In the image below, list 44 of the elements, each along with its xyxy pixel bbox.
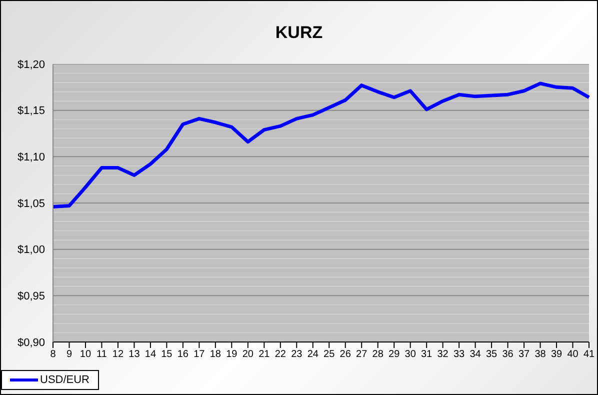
y-tick-label: $1,20 bbox=[17, 58, 45, 71]
y-tick-label: $1,10 bbox=[17, 152, 45, 164]
x-tick-label: 21 bbox=[258, 349, 270, 360]
x-tick-label: 20 bbox=[242, 349, 254, 360]
x-tick-label: 8 bbox=[50, 349, 56, 360]
x-tick-label: 27 bbox=[356, 349, 368, 360]
x-tick-label: 24 bbox=[307, 349, 319, 360]
x-tick-label: 37 bbox=[518, 349, 530, 360]
x-tick-label: 31 bbox=[421, 349, 433, 360]
x-tick-label: 25 bbox=[324, 349, 336, 360]
x-tick-label: 22 bbox=[274, 349, 286, 360]
x-tick-label: 34 bbox=[470, 349, 482, 360]
x-tick-label: 39 bbox=[550, 349, 563, 360]
x-tick-label: 16 bbox=[177, 349, 189, 360]
y-tick-label: $1,05 bbox=[17, 198, 45, 210]
x-tick-label: 40 bbox=[567, 349, 579, 360]
y-tick-label: $1,15 bbox=[17, 105, 45, 118]
x-tick-label: 23 bbox=[291, 349, 303, 360]
legend-label: USD/EUR bbox=[40, 374, 90, 386]
x-tick-label: 26 bbox=[340, 349, 352, 360]
y-tick-label: $1,00 bbox=[17, 244, 45, 256]
line-series bbox=[51, 82, 591, 208]
x-tick-label: 28 bbox=[372, 349, 384, 360]
chart-title: KURZ bbox=[274, 23, 324, 43]
x-tick-label: 10 bbox=[80, 349, 92, 360]
x-tick-label: 29 bbox=[388, 349, 400, 360]
x-tick-label: 11 bbox=[96, 349, 108, 360]
x-tick-label: 38 bbox=[534, 349, 546, 360]
x-tick-label: 41 bbox=[583, 349, 595, 360]
x-tick-label: 33 bbox=[454, 349, 466, 360]
y-tick-label: $0,90 bbox=[17, 336, 45, 349]
x-tick-label: 18 bbox=[210, 349, 222, 360]
x-tick-label: 12 bbox=[112, 349, 124, 360]
x-tick-label: 14 bbox=[144, 349, 156, 360]
x-tick-label: 19 bbox=[226, 349, 238, 360]
x-tick-label: 30 bbox=[404, 349, 416, 360]
y-tick-label: $0,95 bbox=[17, 290, 45, 303]
x-tick-label: 17 bbox=[194, 349, 206, 360]
x-tick-label: 36 bbox=[502, 349, 514, 360]
x-tick-label: 13 bbox=[128, 349, 140, 360]
x-tick-label: 15 bbox=[161, 349, 173, 360]
x-tick-label: 35 bbox=[486, 349, 498, 360]
x-tick-label: 9 bbox=[66, 349, 72, 360]
x-tick-label: 32 bbox=[437, 349, 449, 360]
